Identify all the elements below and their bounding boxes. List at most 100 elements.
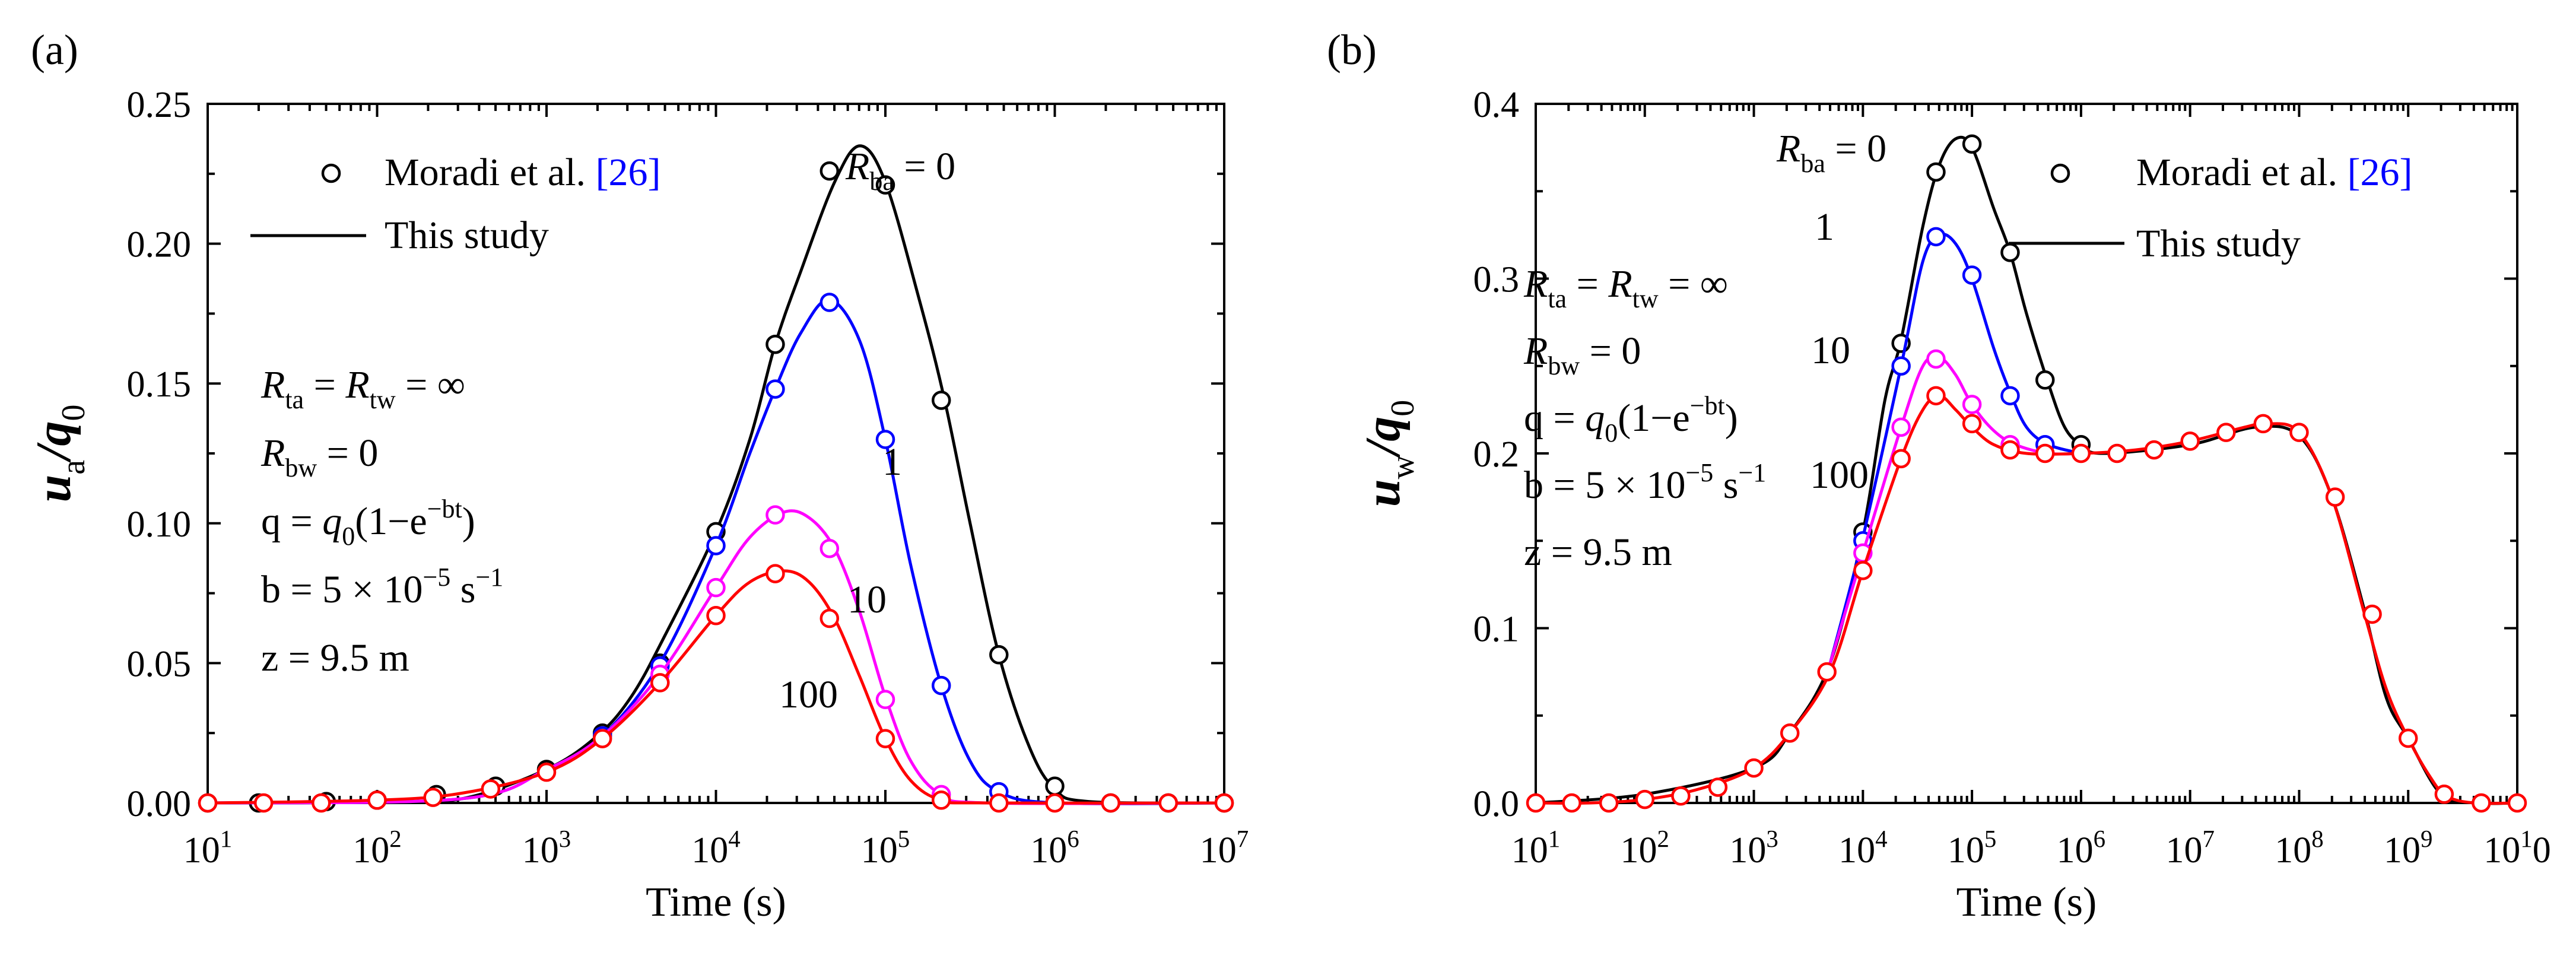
data-point bbox=[1817, 662, 1837, 682]
panel-b: (b) 101​ 102​ 103​ 104​ 105​ 106​ 107​ 108​ 109​ 1… bbox=[1327, 26, 2551, 925]
x-tick-label: 106​ bbox=[1030, 826, 1079, 871]
data-point bbox=[2000, 440, 2020, 460]
x-tick-label: 104​ bbox=[691, 826, 740, 871]
series-label: 10 bbox=[1811, 329, 1850, 372]
y-axis-label: ua/q0 bbox=[26, 405, 92, 503]
x-axis-label: Time (s) bbox=[646, 880, 786, 925]
data-point bbox=[2000, 243, 2020, 262]
data-point bbox=[423, 788, 443, 807]
x-tick-label: 102​ bbox=[352, 826, 401, 871]
x-tick-label: 101​0 bbox=[2483, 826, 2550, 871]
data-point bbox=[1926, 162, 1946, 182]
data-point bbox=[1926, 227, 1946, 247]
y-tick-label: 0.3 bbox=[1473, 260, 1520, 300]
data-point bbox=[1158, 793, 1179, 813]
data-point bbox=[2180, 431, 2200, 451]
data-point bbox=[481, 779, 501, 799]
parameter-line: z = 9.5 m bbox=[261, 636, 409, 680]
parameter-line: z = 9.5 m bbox=[1524, 531, 1672, 574]
data-point bbox=[2325, 487, 2345, 507]
data-point bbox=[931, 390, 951, 410]
data-point bbox=[1599, 793, 1619, 813]
data-point bbox=[2107, 443, 2127, 463]
data-point bbox=[1891, 356, 1911, 376]
panel-a: (a) 101​ 102​ 103​ 104​ 105​ 106​ 107​ 0.00 0.05 0… bbox=[26, 26, 1249, 925]
y-tick-label: 0.15 bbox=[127, 364, 192, 405]
data-point bbox=[766, 564, 785, 583]
data-point bbox=[367, 790, 387, 810]
data-point bbox=[2434, 785, 2454, 804]
x-tick-label: 104​ bbox=[1838, 826, 1887, 871]
data-point bbox=[1780, 723, 1800, 743]
x-tick-label: 102​ bbox=[1621, 826, 1669, 871]
x-tick-label: 105​ bbox=[1948, 826, 1996, 871]
y-tick-label: 0.1 bbox=[1473, 609, 1520, 650]
data-point bbox=[875, 729, 895, 748]
data-point bbox=[931, 675, 951, 696]
data-point bbox=[1891, 417, 1911, 437]
y-tick-label: 0.00 bbox=[127, 784, 192, 824]
y-tick-label: 0.10 bbox=[127, 504, 192, 545]
x-tick-label: 106​ bbox=[2057, 826, 2105, 871]
y-tick-label: 0.25 bbox=[127, 85, 192, 125]
legend-marker-label: Moradi et al. [26] bbox=[2136, 151, 2413, 194]
panel-label: (a) bbox=[31, 26, 78, 74]
x-tick-label: 101​ bbox=[1511, 826, 1560, 871]
data-point bbox=[2398, 728, 2418, 748]
data-point bbox=[766, 379, 785, 399]
data-point bbox=[1962, 395, 1982, 414]
x-tick-label: 108​ bbox=[2275, 826, 2323, 871]
data-point bbox=[989, 645, 1009, 665]
data-point bbox=[875, 690, 895, 709]
parameter-line: q = q0​(1−e−bt​) bbox=[1524, 391, 1738, 447]
x-tick-label: 103​ bbox=[1729, 826, 1778, 871]
data-point bbox=[198, 793, 218, 813]
data-point bbox=[312, 793, 331, 813]
data-point bbox=[2071, 443, 2091, 463]
data-point bbox=[1962, 265, 1982, 285]
x-tick-label: 109​ bbox=[2384, 826, 2432, 871]
data-point bbox=[1045, 776, 1065, 796]
data-point bbox=[2289, 423, 2309, 442]
data-point bbox=[2253, 414, 2273, 434]
data-point bbox=[875, 175, 895, 195]
data-point bbox=[2216, 423, 2236, 442]
data-point bbox=[1562, 793, 1581, 813]
legend: Moradi et al. [26] This study bbox=[2009, 151, 2413, 265]
legend-line-label: This study bbox=[385, 214, 549, 257]
data-point bbox=[875, 430, 895, 449]
y-axis-label: uw/q0 bbox=[1355, 400, 1421, 507]
series-r-ba-0 bbox=[198, 144, 1234, 813]
data-point bbox=[766, 334, 785, 354]
parameter-line: b = 5 × 10−5​ s−1​ bbox=[1524, 458, 1766, 507]
data-point bbox=[2507, 793, 2527, 813]
data-point bbox=[1045, 793, 1065, 813]
data-point bbox=[2362, 604, 2382, 624]
series-label: 100 bbox=[1810, 453, 1869, 497]
x-tick-label: 105​ bbox=[861, 826, 910, 871]
data-point bbox=[2035, 443, 2055, 463]
data-point bbox=[536, 762, 557, 782]
y-tick-label: 0.4 bbox=[1473, 85, 1520, 125]
data-point bbox=[766, 505, 785, 525]
data-point bbox=[931, 790, 951, 810]
data-point bbox=[1214, 793, 1234, 813]
data-point bbox=[820, 161, 840, 181]
series-line bbox=[1828, 232, 2082, 664]
x-tick-label: 101​ bbox=[183, 826, 232, 871]
data-point bbox=[706, 606, 726, 626]
parameter-line: Rta​ = Rtw​ = ∞ bbox=[261, 363, 465, 414]
data-point bbox=[1671, 786, 1691, 806]
data-point bbox=[1708, 777, 1728, 797]
data-point bbox=[1926, 386, 1946, 406]
legend-marker-label: Moradi et al. [26] bbox=[385, 151, 661, 194]
parameter-line: q = q0​(1−e−bt​) bbox=[261, 494, 475, 551]
parameter-line: b = 5 × 10−5​ s−1​ bbox=[261, 563, 503, 611]
data-point bbox=[1853, 561, 1873, 580]
series-label: Rba = 0 bbox=[1776, 127, 1886, 178]
series-label: 10 bbox=[847, 578, 887, 621]
series-r-ba-100 bbox=[1526, 386, 2527, 813]
data-point bbox=[820, 608, 840, 628]
data-point bbox=[1526, 793, 1546, 813]
x-axis-label: Time (s) bbox=[1956, 880, 2097, 925]
